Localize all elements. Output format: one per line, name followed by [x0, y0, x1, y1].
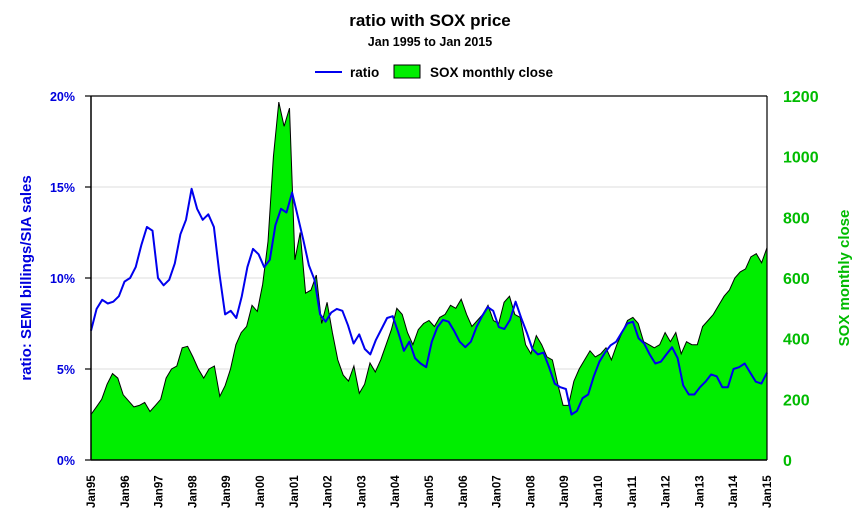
left-axis-ticks: 0% 5% 10% 15% 20%	[50, 90, 91, 468]
legend-ratio-label: ratio	[350, 65, 379, 80]
right-axis-ticks: 0 200 400 600 800 1000 1200	[783, 89, 819, 470]
x-tick-label: Jan01	[289, 475, 301, 508]
left-tick-label: 0%	[57, 454, 75, 468]
sox-area	[91, 102, 767, 460]
chart-subtitle: Jan 1995 to Jan 2015	[368, 35, 492, 49]
x-tick-label: Jan04	[390, 475, 402, 508]
x-tick-label: Jan00	[255, 475, 267, 508]
right-tick-label: 800	[783, 210, 810, 227]
right-tick-label: 1000	[783, 150, 819, 167]
x-tick-label: Jan10	[593, 475, 605, 508]
x-tick-label: Jan95	[86, 475, 98, 508]
right-tick-label: 0	[783, 453, 792, 470]
x-tick-label: Jan13	[694, 475, 706, 508]
chart-title: ratio with SOX price	[349, 11, 511, 30]
x-tick-label: Jan09	[559, 475, 571, 508]
x-tick-label: Jan98	[187, 475, 199, 508]
right-tick-label: 400	[783, 332, 810, 349]
left-tick-label: 15%	[50, 181, 75, 195]
ratio-line	[90, 187, 768, 416]
sox-area-edge	[90, 101, 768, 415]
right-axis-label: SOX monthly close	[836, 210, 853, 347]
left-axis-label: ratio: SEMI billings/SIA sales	[18, 175, 35, 380]
legend-sox-swatch	[393, 64, 421, 79]
left-tick-label: 5%	[57, 363, 75, 377]
legend-sox-label: SOX monthly close	[430, 65, 554, 80]
x-tick-label: Jan15	[762, 475, 774, 508]
x-tick-label: Jan07	[492, 475, 504, 508]
ratio-line-layer	[90, 187, 768, 416]
x-axis-ticks: Jan95 Jan96 Jan97 Jan98 Jan99 Jan00 Jan01 Jan02…	[86, 475, 774, 508]
x-tick-label: Jan97	[154, 475, 166, 508]
left-tick-label: 10%	[50, 272, 75, 286]
x-tick-label: Jan08	[525, 475, 537, 508]
x-tick-label: Jan06	[458, 475, 470, 508]
left-tick-label: 20%	[50, 90, 75, 104]
x-tick-label: Jan03	[356, 475, 368, 508]
right-tick-label: 1200	[783, 89, 819, 106]
x-tick-label: Jan99	[221, 475, 233, 508]
x-tick-label: Jan11	[627, 475, 639, 508]
sox-area-layer	[90, 101, 768, 460]
legend: ratio SOX monthly close	[315, 64, 554, 80]
x-tick-label: Jan14	[728, 475, 740, 508]
x-tick-label: Jan96	[120, 475, 132, 508]
right-tick-label: 600	[783, 271, 810, 288]
x-tick-label: Jan12	[661, 475, 673, 508]
x-tick-label: Jan05	[424, 475, 436, 508]
x-tick-label: Jan02	[323, 475, 335, 508]
right-tick-label: 200	[783, 392, 810, 409]
